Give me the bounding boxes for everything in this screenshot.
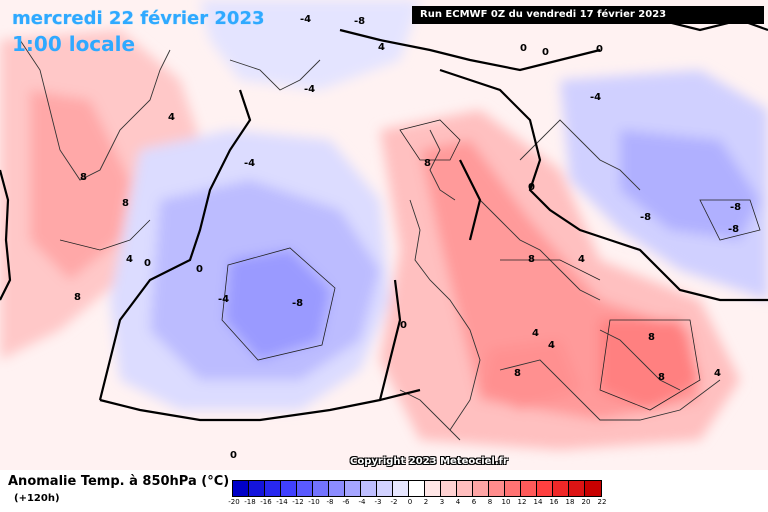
legend-swatch — [505, 481, 521, 496]
contour-label: -8 — [354, 16, 365, 27]
legend-tick: -20 — [228, 498, 240, 506]
legend-swatch — [521, 481, 537, 496]
contour-label: -8 — [728, 224, 739, 235]
legend-tick: 16 — [549, 498, 559, 506]
contour-label: 4 — [378, 42, 385, 53]
contour-label: 0 — [230, 450, 237, 461]
legend-tick: 22 — [597, 498, 607, 506]
contour-label: 8 — [122, 198, 129, 209]
legend-swatch — [249, 481, 265, 496]
legend-tick: -3 — [374, 498, 382, 506]
cold-anomaly-north — [200, 0, 420, 90]
contour-label: 8 — [658, 372, 665, 383]
legend-tick: 12 — [517, 498, 527, 506]
legend-swatch — [409, 481, 425, 496]
contour-label: 4 — [548, 340, 555, 351]
legend-swatch — [489, 481, 505, 496]
legend-swatch — [425, 481, 441, 496]
contour-label: 4 — [126, 254, 133, 265]
forecast-date: mercredi 22 février 2023 — [12, 8, 265, 29]
contour-label: 0 — [196, 264, 203, 275]
contour-label: 0 — [596, 44, 603, 55]
contour-label: 4 — [714, 368, 721, 379]
contour-label: 8 — [74, 292, 81, 303]
copyright: Copyright 2023 Meteociel.fr — [350, 456, 508, 467]
temperature-anomaly-map: -8 -8 -8 -8 -8 -4 -4 -4 -4 -4 0 0 0 0 0 … — [0, 0, 768, 470]
contour-label: 4 — [168, 112, 175, 123]
cold-minimum-atlantic — [225, 250, 330, 360]
legend-tick: 8 — [487, 498, 493, 506]
legend-tick: -8 — [326, 498, 334, 506]
legend-swatch — [345, 481, 361, 496]
contour-label: 0 — [542, 47, 549, 58]
legend-tick: 6 — [471, 498, 477, 506]
zero-isolines — [0, 18, 768, 422]
contour-label: 8 — [80, 172, 87, 183]
legend-tick: -18 — [244, 498, 256, 506]
forecast-time: 1:00 locale — [12, 32, 136, 56]
contour-label: 0 — [400, 320, 407, 331]
contour-label: 0 — [520, 43, 527, 54]
legend-tick: -6 — [342, 498, 350, 506]
contour-label-layer: -8 -8 -8 -8 -8 -4 -4 -4 -4 -4 0 0 0 0 0 … — [74, 14, 741, 461]
legend-swatch — [329, 481, 345, 496]
contour-label: 0 — [528, 182, 535, 193]
legend-swatch — [473, 481, 489, 496]
legend-tick: 14 — [533, 498, 543, 506]
legend-tick: -12 — [292, 498, 304, 506]
legend-swatch — [233, 481, 249, 496]
anomaly-field — [0, 0, 768, 450]
contour-label: -4 — [218, 294, 229, 305]
legend-tick: -14 — [276, 498, 288, 506]
color-scale-bar — [232, 480, 602, 497]
legend-tick: 18 — [565, 498, 575, 506]
legend-swatch — [441, 481, 457, 496]
legend-tick: 3 — [439, 498, 445, 506]
thin-isolines — [59, 119, 761, 411]
legend-tick: -16 — [260, 498, 272, 506]
legend-title: Anomalie Temp. à 850hPa (°C) — [8, 474, 230, 489]
contour-label: 8 — [514, 368, 521, 379]
contour-label: -4 — [244, 158, 255, 169]
legend-tick: 4 — [455, 498, 461, 506]
contour-label: 8 — [648, 332, 655, 343]
legend-swatch — [537, 481, 553, 496]
contour-label: 8 — [424, 158, 431, 169]
coastlines — [19, 39, 721, 441]
contour-label: -8 — [292, 298, 303, 309]
contour-label: -4 — [300, 14, 311, 25]
legend-tick: 20 — [581, 498, 591, 506]
contour-label: 4 — [532, 328, 539, 339]
legend-tick: -4 — [358, 498, 366, 506]
legend-tick: 0 — [407, 498, 413, 506]
legend-swatch — [361, 481, 377, 496]
legend-tick: -10 — [308, 498, 320, 506]
contour-label: -8 — [640, 212, 651, 223]
contour-label: 4 — [578, 254, 585, 265]
warm-core-iberia — [480, 340, 580, 410]
legend-swatch — [393, 481, 409, 496]
legend-swatch — [553, 481, 569, 496]
cold-core-scandinavia — [620, 130, 760, 240]
legend-swatch — [297, 481, 313, 496]
contour-label: -4 — [590, 92, 601, 103]
legend-swatch — [281, 481, 297, 496]
run-info: Run ECMWF 0Z du vendredi 17 février 2023 — [412, 6, 764, 24]
legend-swatch — [377, 481, 393, 496]
legend-subtitle: (+120h) — [14, 493, 60, 504]
legend-tick: -2 — [390, 498, 398, 506]
color-scale-ticks: -20 -18 -16 -14 -12 -10 -8 -6 -4 -3 -2 0 2 3 4 6 8 10 12 14… — [226, 498, 610, 508]
contour-label: -8 — [730, 202, 741, 213]
legend-swatch — [585, 481, 601, 496]
legend-swatch — [265, 481, 281, 496]
warm-core-greenland — [30, 90, 130, 280]
legend-swatch — [569, 481, 585, 496]
contour-label: 0 — [144, 258, 151, 269]
legend-tick: 10 — [501, 498, 511, 506]
legend-swatch — [457, 481, 473, 496]
contour-label: 8 — [528, 254, 535, 265]
legend-swatch — [313, 481, 329, 496]
contour-label: -4 — [304, 84, 315, 95]
legend-tick: 2 — [423, 498, 429, 506]
